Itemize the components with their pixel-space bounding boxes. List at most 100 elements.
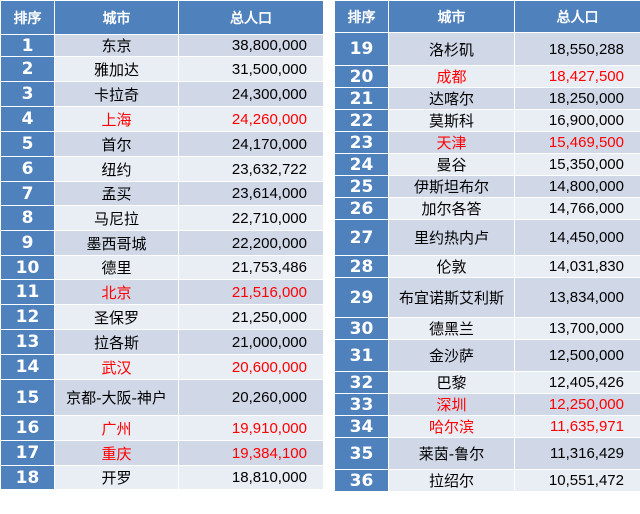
city-cell: 京都-大阪-神户 <box>54 379 179 416</box>
city-cell: 莱茵-鲁尔 <box>388 437 515 470</box>
table-row: 4 上海 24,260,000 <box>0 106 324 132</box>
rank-cell: 5 <box>0 131 55 157</box>
table-row: 20 成都 18,427,500 <box>334 65 640 88</box>
header-rank: 排序 <box>0 0 55 35</box>
city-cell: 天津 <box>388 131 515 154</box>
population-cell: 21,516,000 <box>178 279 324 305</box>
population-cell: 38,800,000 <box>178 34 324 57</box>
rank-cell: 12 <box>0 304 55 330</box>
population-cell: 12,500,000 <box>514 339 640 372</box>
population-cell: 15,350,000 <box>514 153 640 176</box>
population-cell: 16,900,000 <box>514 109 640 132</box>
rank-cell: 27 <box>334 219 389 256</box>
header-row: 排序 城市 总人口 <box>334 0 640 33</box>
population-cell: 14,800,000 <box>514 175 640 198</box>
city-cell: 上海 <box>54 106 179 132</box>
rank-cell: 13 <box>0 329 55 355</box>
table-row: 23 天津 15,469,500 <box>334 131 640 154</box>
header-population: 总人口 <box>514 0 640 33</box>
city-cell: 广州 <box>54 415 179 441</box>
table-row: 26 加尔各答 14,766,000 <box>334 197 640 220</box>
rank-cell: 30 <box>334 317 389 340</box>
rank-cell: 20 <box>334 65 389 88</box>
table-row: 27 里约热内卢 14,450,000 <box>334 219 640 256</box>
population-cell: 10,551,472 <box>514 469 640 492</box>
population-cell: 14,766,000 <box>514 197 640 220</box>
population-cell: 19,910,000 <box>178 415 324 441</box>
table-row: 24 曼谷 15,350,000 <box>334 153 640 176</box>
table-row: 29 布宜诺斯艾利斯 13,834,000 <box>334 277 640 318</box>
population-cell: 13,834,000 <box>514 277 640 318</box>
population-cell: 24,170,000 <box>178 131 324 157</box>
table-row: 25 伊斯坦布尔 14,800,000 <box>334 175 640 198</box>
city-cell: 孟买 <box>54 181 179 206</box>
city-cell: 东京 <box>54 34 179 57</box>
city-cell: 拉绍尔 <box>388 469 515 492</box>
table-row: 9 墨西哥城 22,200,000 <box>0 230 324 256</box>
city-cell: 莫斯科 <box>388 109 515 132</box>
rank-cell: 28 <box>334 255 389 278</box>
population-cell: 31,500,000 <box>178 56 324 82</box>
population-cell: 21,753,486 <box>178 255 324 280</box>
table-row: 14 武汉 20,600,000 <box>0 354 324 380</box>
rank-cell: 21 <box>334 87 389 110</box>
table-row: 12 圣保罗 21,250,000 <box>0 304 324 330</box>
rank-cell: 8 <box>0 205 55 231</box>
city-cell: 曼谷 <box>388 153 515 176</box>
table-row: 6 纽约 23,632,722 <box>0 156 324 182</box>
table-row: 2 雅加达 31,500,000 <box>0 56 324 82</box>
rank-cell: 17 <box>0 440 55 466</box>
header-city: 城市 <box>388 0 515 33</box>
population-cell: 24,260,000 <box>178 106 324 132</box>
table-row: 15 京都-大阪-神户 20,260,000 <box>0 379 324 416</box>
city-cell: 墨西哥城 <box>54 230 179 256</box>
city-cell: 伦敦 <box>388 255 515 278</box>
city-cell: 金沙萨 <box>388 339 515 372</box>
header-population: 总人口 <box>178 0 324 35</box>
table-row: 31 金沙萨 12,500,000 <box>334 339 640 372</box>
rank-cell: 34 <box>334 415 389 438</box>
city-cell: 拉各斯 <box>54 329 179 355</box>
population-cell: 23,632,722 <box>178 156 324 182</box>
rank-cell: 9 <box>0 230 55 256</box>
population-cell: 22,200,000 <box>178 230 324 256</box>
population-cell: 22,710,000 <box>178 205 324 231</box>
table-row: 1 东京 38,800,000 <box>0 34 324 57</box>
population-cell: 12,250,000 <box>514 393 640 416</box>
table-row: 17 重庆 19,384,100 <box>0 440 324 466</box>
rank-cell: 32 <box>334 371 389 394</box>
rank-cell: 31 <box>334 339 389 372</box>
city-cell: 重庆 <box>54 440 179 466</box>
table-row: 3 卡拉奇 24,300,000 <box>0 81 324 107</box>
table-row: 13 拉各斯 21,000,000 <box>0 329 324 355</box>
rank-cell: 25 <box>334 175 389 198</box>
rank-cell: 14 <box>0 354 55 380</box>
rank-cell: 24 <box>334 153 389 176</box>
rank-cell: 11 <box>0 279 55 305</box>
city-cell: 北京 <box>54 279 179 305</box>
population-cell: 14,031,830 <box>514 255 640 278</box>
table-row: 5 首尔 24,170,000 <box>0 131 324 157</box>
population-cell: 23,614,000 <box>178 181 324 206</box>
rank-cell: 7 <box>0 181 55 206</box>
population-cell: 18,250,000 <box>514 87 640 110</box>
table-row: 18 开罗 18,810,000 <box>0 465 324 490</box>
city-cell: 加尔各答 <box>388 197 515 220</box>
city-cell: 巴黎 <box>388 371 515 394</box>
table-row: 8 马尼拉 22,710,000 <box>0 205 324 231</box>
population-cell: 18,810,000 <box>178 465 324 490</box>
rank-cell: 26 <box>334 197 389 220</box>
table-row: 36 拉绍尔 10,551,472 <box>334 469 640 492</box>
city-cell: 里约热内卢 <box>388 219 515 256</box>
population-cell: 11,316,429 <box>514 437 640 470</box>
city-cell: 达喀尔 <box>388 87 515 110</box>
population-cell: 18,427,500 <box>514 65 640 88</box>
population-cell: 21,250,000 <box>178 304 324 330</box>
rank-cell: 29 <box>334 277 389 318</box>
table-row: 10 德里 21,753,486 <box>0 255 324 280</box>
population-cell: 20,260,000 <box>178 379 324 416</box>
rank-cell: 10 <box>0 255 55 280</box>
city-cell: 成都 <box>388 65 515 88</box>
rank-cell: 33 <box>334 393 389 416</box>
rank-cell: 2 <box>0 56 55 82</box>
